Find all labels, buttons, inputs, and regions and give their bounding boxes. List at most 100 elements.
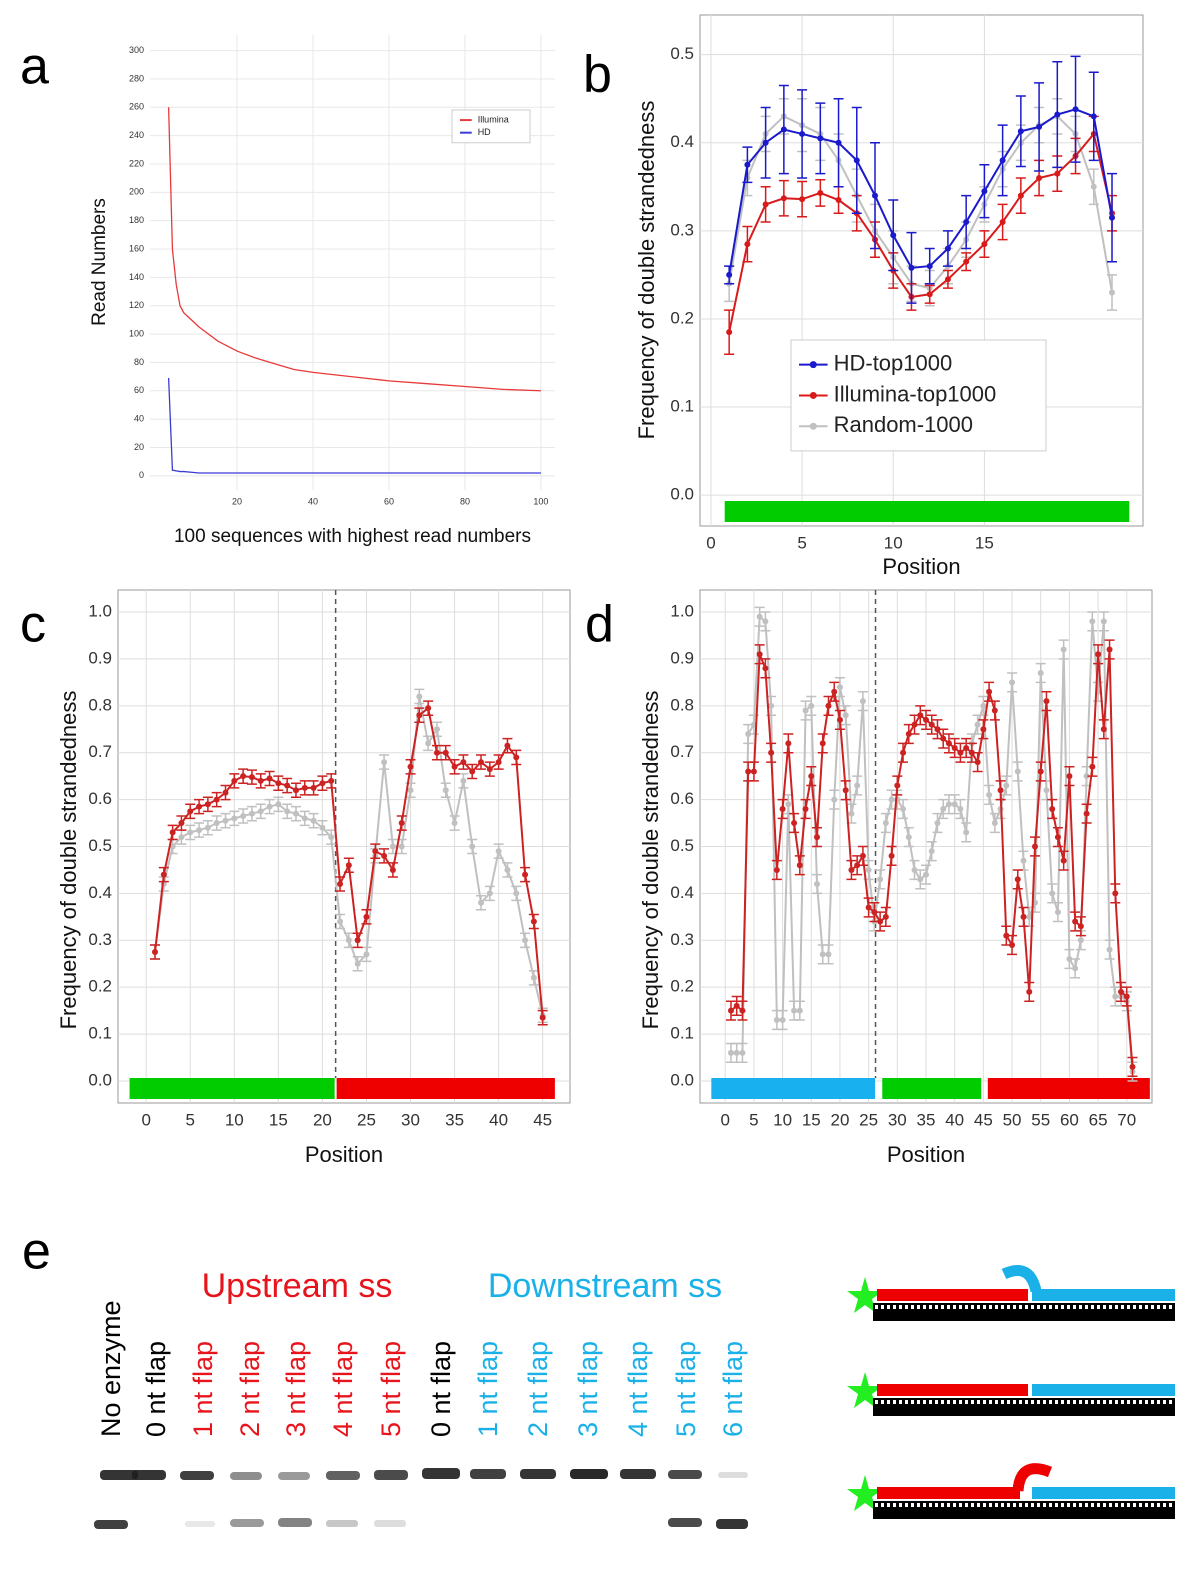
point xyxy=(1077,937,1084,944)
legend-marker xyxy=(809,391,817,399)
legend-label: HD-top1000 xyxy=(834,350,953,375)
x-tick-label: 40 xyxy=(489,1110,508,1129)
point xyxy=(854,862,861,869)
point xyxy=(980,702,987,709)
point xyxy=(877,918,884,925)
x-tick-label: 25 xyxy=(357,1110,376,1129)
x-tick-label: 45 xyxy=(533,1110,552,1129)
point xyxy=(231,777,238,784)
y-tick-label: 0 xyxy=(139,470,144,480)
point xyxy=(1049,805,1056,812)
point xyxy=(1060,646,1067,653)
y-tick-label: 20 xyxy=(134,442,144,452)
point xyxy=(940,805,947,812)
point xyxy=(945,740,952,747)
point xyxy=(407,787,414,794)
point xyxy=(882,913,889,920)
red-strand xyxy=(877,1384,1028,1396)
point xyxy=(951,745,958,752)
point xyxy=(733,1002,740,1009)
point xyxy=(926,263,933,270)
point xyxy=(363,951,370,958)
gel-band xyxy=(326,1471,360,1480)
gel-band xyxy=(230,1472,262,1480)
point xyxy=(310,784,317,791)
x-tick-label: 55 xyxy=(1031,1110,1050,1129)
y-tick-label: 0.2 xyxy=(88,977,112,996)
group-label: Upstream ss xyxy=(202,1267,393,1305)
point xyxy=(848,810,855,817)
point xyxy=(284,782,291,789)
point xyxy=(865,904,872,911)
point xyxy=(785,801,792,808)
point xyxy=(275,780,282,787)
x-tick-label: 35 xyxy=(445,1110,464,1129)
point xyxy=(1020,913,1027,920)
point xyxy=(997,787,1004,794)
point xyxy=(1036,174,1043,181)
y-tick-label: 40 xyxy=(134,414,144,424)
point xyxy=(1026,988,1033,995)
y-tick-label: 60 xyxy=(134,385,144,395)
point xyxy=(478,759,485,766)
panel-label: a xyxy=(20,38,49,96)
point xyxy=(817,135,824,142)
point xyxy=(980,726,987,733)
point xyxy=(1112,993,1119,1000)
point xyxy=(1112,890,1119,897)
point xyxy=(739,1007,746,1014)
point xyxy=(504,866,511,873)
point xyxy=(248,774,255,781)
point xyxy=(1003,932,1010,939)
point xyxy=(923,871,929,878)
point xyxy=(1100,618,1107,625)
point xyxy=(999,157,1006,164)
point xyxy=(796,862,803,869)
red-strand xyxy=(877,1289,1028,1301)
point xyxy=(756,613,763,620)
point xyxy=(319,824,326,831)
point xyxy=(836,684,843,691)
y-tick-label: 0.2 xyxy=(670,977,694,996)
x-tick-label: 30 xyxy=(888,1110,907,1129)
point xyxy=(213,796,220,803)
point xyxy=(928,848,935,855)
point xyxy=(944,245,951,252)
point xyxy=(773,866,780,873)
lane-label: 6 nt flap xyxy=(718,1341,748,1437)
point xyxy=(877,876,884,883)
diagrams xyxy=(847,1265,1175,1519)
point xyxy=(1089,763,1096,770)
y-tick-label: 0.9 xyxy=(670,648,694,667)
point xyxy=(934,820,941,827)
point xyxy=(900,805,907,812)
point xyxy=(1026,913,1033,920)
x-tick-label: 25 xyxy=(859,1110,878,1129)
point xyxy=(433,726,440,733)
point xyxy=(1049,890,1056,897)
y-tick-label: 0.4 xyxy=(88,883,112,902)
x-tick-label: 0 xyxy=(141,1110,150,1129)
point xyxy=(727,1049,734,1056)
gel-band xyxy=(668,1470,702,1479)
point xyxy=(196,827,203,834)
y-tick-label: 200 xyxy=(129,187,144,197)
red-strand xyxy=(877,1487,1020,1499)
lane-label: No enzyme xyxy=(96,1300,126,1437)
region-bar xyxy=(882,1078,982,1099)
x-axis-label: 100 sequences with highest read numbers xyxy=(174,526,531,547)
y-axis-label: Frequency of double strandedness xyxy=(56,691,81,1030)
point xyxy=(284,808,291,815)
gel-band xyxy=(132,1470,166,1480)
x-tick-label: 5 xyxy=(749,1110,758,1129)
point xyxy=(872,192,879,199)
point xyxy=(486,890,493,897)
y-tick-label: 0.8 xyxy=(670,695,694,714)
point xyxy=(337,881,344,888)
point xyxy=(991,707,998,714)
point xyxy=(319,780,326,787)
y-tick-label: 0.1 xyxy=(670,397,694,416)
x-tick-label: 30 xyxy=(401,1110,420,1129)
point xyxy=(178,820,185,827)
